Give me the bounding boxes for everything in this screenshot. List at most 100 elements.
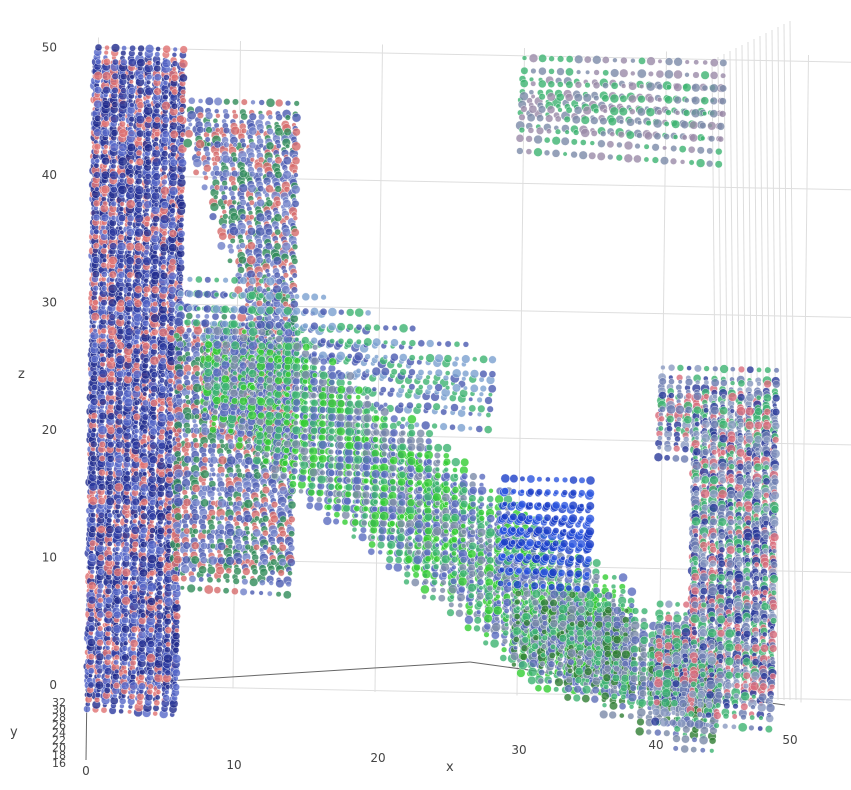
data-point (135, 343, 141, 349)
data-point (175, 436, 181, 443)
data-point (329, 338, 335, 344)
data-point (110, 129, 119, 137)
data-point (425, 374, 431, 380)
data-point (267, 114, 273, 120)
data-point (87, 638, 96, 647)
data-point (279, 515, 287, 523)
data-point (211, 312, 220, 321)
data-point (248, 141, 257, 150)
data-point (157, 599, 163, 605)
data-point (91, 341, 99, 349)
data-point (288, 530, 295, 538)
data-point (389, 387, 396, 393)
data-point (275, 278, 283, 285)
data-point (143, 286, 151, 294)
data-point (485, 412, 492, 418)
data-point (145, 116, 153, 124)
data-point (118, 225, 123, 231)
data-point (310, 293, 319, 301)
data-point (126, 214, 135, 223)
data-point (230, 125, 240, 136)
data-point (210, 442, 217, 449)
data-point (231, 587, 239, 595)
data-point (229, 237, 236, 244)
data-point (125, 299, 134, 308)
data-point (125, 199, 136, 209)
data-point (168, 272, 177, 281)
data-point (153, 107, 160, 115)
data-point (280, 502, 286, 508)
data-point (117, 271, 126, 279)
data-point (158, 433, 165, 441)
data-point (175, 397, 184, 406)
data-point (114, 546, 121, 552)
data-point (107, 441, 115, 449)
data-point (184, 441, 192, 449)
data-point (188, 575, 197, 583)
data-point (111, 101, 119, 109)
data-point (476, 411, 482, 417)
data-point (203, 164, 212, 173)
data-point (104, 667, 113, 676)
data-point (283, 215, 290, 221)
data-point (169, 158, 178, 167)
data-point (174, 627, 180, 633)
data-point (443, 404, 449, 410)
data-point (130, 625, 138, 633)
data-point (162, 80, 169, 86)
data-point (278, 558, 287, 567)
data-point (117, 156, 128, 167)
data-point (282, 156, 292, 166)
data-point (169, 207, 176, 214)
data-point (113, 644, 120, 652)
data-point (147, 683, 154, 690)
data-point (177, 305, 184, 312)
data-point (302, 307, 310, 315)
data-point (121, 625, 130, 634)
data-point (109, 270, 117, 279)
data-point (216, 241, 226, 251)
data-point (194, 356, 201, 363)
data-point (201, 514, 208, 521)
data-point (227, 257, 233, 264)
data-point (159, 400, 166, 407)
data-point (413, 421, 420, 428)
data-point (127, 129, 136, 138)
data-point (133, 399, 141, 406)
data-point (169, 144, 179, 153)
data-point (187, 122, 193, 127)
data-point (130, 632, 136, 638)
data-point (127, 186, 135, 194)
data-point (478, 391, 484, 397)
data-point (90, 397, 99, 406)
data-point (320, 294, 327, 301)
data-point (239, 228, 246, 235)
data-point (143, 329, 150, 335)
data-point (188, 97, 196, 105)
data-point (171, 117, 177, 123)
data-point (218, 231, 228, 241)
data-point (122, 588, 129, 595)
data-point (265, 320, 275, 330)
data-point (156, 670, 162, 676)
data-point (139, 668, 146, 676)
data-point (97, 425, 108, 436)
data-point (225, 567, 233, 574)
data-point (94, 692, 101, 699)
data-point (96, 667, 103, 675)
data-point (262, 515, 270, 523)
data-point (336, 322, 346, 332)
data-point (213, 97, 223, 106)
data-point (177, 290, 185, 298)
data-point (246, 241, 256, 251)
data-point (256, 305, 266, 315)
data-point (254, 487, 260, 493)
data-point (185, 399, 192, 405)
cluster-left-column (82, 43, 189, 719)
data-point (242, 567, 251, 576)
data-point (125, 356, 132, 364)
data-point (101, 156, 110, 166)
data-point (218, 438, 225, 445)
data-point (159, 377, 165, 384)
